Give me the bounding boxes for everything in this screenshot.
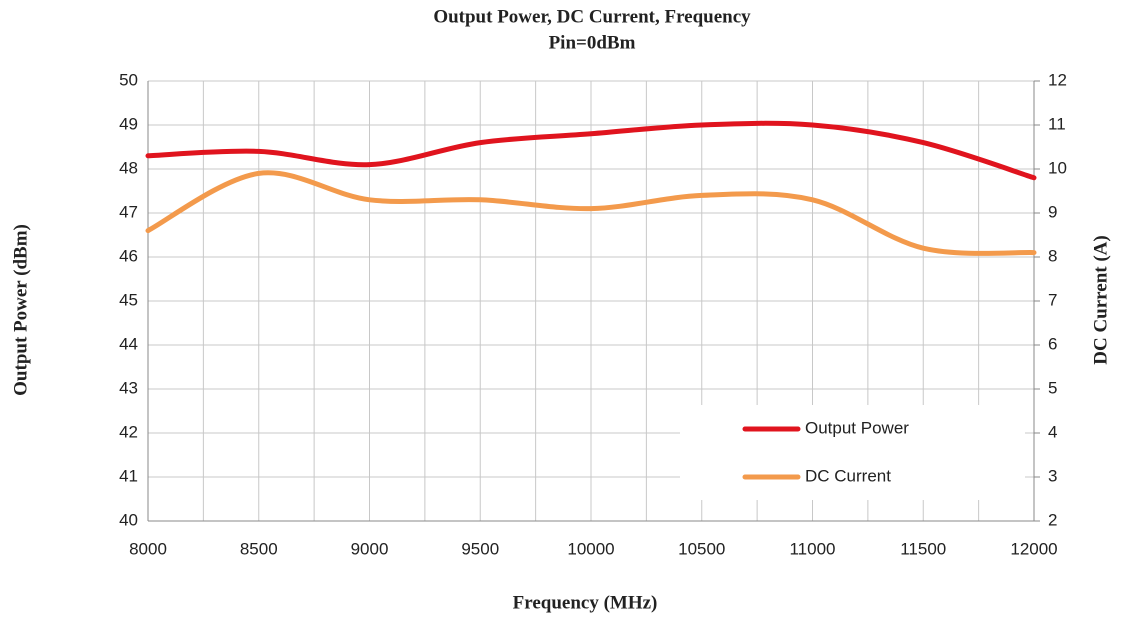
y2-tick-label: 7 — [1048, 290, 1057, 309]
y2-tick-label: 5 — [1048, 378, 1057, 397]
legend-label: DC Current — [805, 466, 891, 485]
x-tick-label: 8000 — [129, 539, 167, 558]
y2-tick-label: 10 — [1048, 158, 1067, 177]
x-tick-label: 11000 — [789, 539, 835, 558]
x-tick-label: 8500 — [240, 539, 278, 558]
y-tick-label: 46 — [119, 246, 138, 265]
y-tick-label: 47 — [119, 202, 138, 221]
y2-tick-label: 8 — [1048, 246, 1057, 265]
x-tick-label: 9000 — [351, 539, 389, 558]
y2-axis-label: DC Current (A) — [1090, 235, 1111, 364]
y2-tick-label: 4 — [1048, 422, 1057, 441]
y2-tick-label: 6 — [1048, 334, 1057, 353]
x-axis-label: Frequency (MHz) — [513, 592, 658, 613]
y-tick-label: 50 — [119, 70, 138, 89]
legend-label: Output Power — [805, 418, 909, 437]
x-tick-label: 11500 — [900, 539, 946, 558]
y-axis-label: Output Power (dBm) — [10, 224, 31, 396]
y-tick-label: 42 — [119, 422, 138, 441]
y2-tick-label: 12 — [1048, 70, 1067, 89]
series-line — [145, 170, 1037, 256]
x-tick-label: 9500 — [461, 539, 499, 558]
y-tick-label: 40 — [119, 510, 138, 529]
y2-tick-label: 9 — [1048, 202, 1057, 221]
y2-tick-label: 2 — [1048, 510, 1057, 529]
y-tick-label: 49 — [119, 114, 138, 133]
x-tick-label: 10500 — [678, 539, 725, 558]
y-tick-label: 41 — [119, 466, 138, 485]
y-tick-label: 48 — [119, 158, 138, 177]
chart-subtitle: Pin=0dBm — [549, 32, 636, 53]
y2-tick-label: 3 — [1048, 466, 1057, 485]
y2-tick-label: 11 — [1048, 114, 1066, 133]
y-tick-label: 45 — [119, 290, 138, 309]
x-tick-label: 12000 — [1010, 539, 1057, 558]
legend-box — [680, 405, 1025, 500]
y-tick-label: 44 — [119, 334, 138, 353]
chart-title: Output Power, DC Current, Frequency — [433, 6, 751, 27]
x-tick-label: 10000 — [567, 539, 614, 558]
y-tick-label: 43 — [119, 378, 138, 397]
series-line — [145, 120, 1037, 181]
